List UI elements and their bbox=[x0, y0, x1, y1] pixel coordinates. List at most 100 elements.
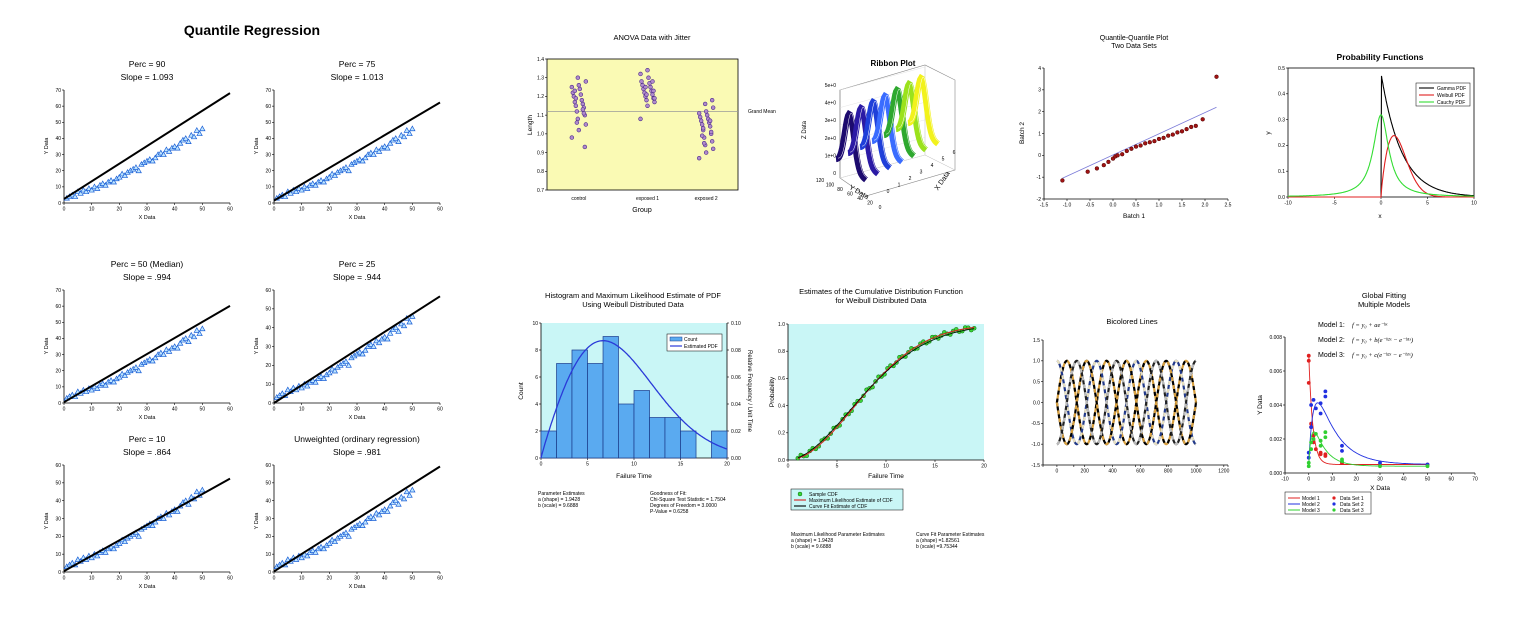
bicolored-line-dash bbox=[1055, 359, 1198, 446]
quantile-data-point bbox=[110, 378, 117, 385]
global-data-point bbox=[1378, 464, 1382, 469]
quantile-data-point bbox=[91, 383, 98, 390]
quantile-panel-title: Perc = 50 (Median) bbox=[111, 259, 184, 269]
prob-x-tick-label: 0 bbox=[1380, 201, 1383, 207]
qq-data-point bbox=[1085, 169, 1090, 174]
anova-data-point bbox=[709, 97, 715, 103]
quantile-data-point bbox=[190, 133, 198, 140]
quantile-panel-y-tick-label: 0 bbox=[58, 201, 61, 207]
quantile-data-point bbox=[132, 164, 140, 170]
hist-note-left: Parameter Estimates bbox=[538, 491, 585, 497]
quantile-panel-y-tick-label: 40 bbox=[265, 498, 271, 504]
quantile-data-point bbox=[409, 486, 416, 493]
quantile-data-point bbox=[149, 522, 156, 528]
global-y-tick-label: 0.008 bbox=[1269, 335, 1282, 341]
bicolored-y-tick-label: -1.5 bbox=[1031, 463, 1040, 469]
quantile-data-point bbox=[152, 154, 159, 161]
quantile-data-point bbox=[295, 185, 303, 191]
quantile-data-point bbox=[398, 493, 405, 500]
quantile-panel-y-tick-label: 50 bbox=[265, 481, 271, 487]
quantile-panel-x-tick-label: 60 bbox=[227, 576, 233, 582]
quantile-data-point bbox=[331, 172, 339, 178]
quantile-data-point bbox=[157, 149, 165, 156]
hist-bar bbox=[649, 417, 666, 459]
cdf-y-label: Probability bbox=[769, 376, 776, 407]
quantile-data-point bbox=[403, 488, 410, 495]
prob-y-tick-label: 0.1 bbox=[1278, 169, 1285, 175]
quantile-panel-y-tick-label: 30 bbox=[265, 344, 271, 350]
hist-y-tick-label: 8 bbox=[535, 348, 538, 354]
global-data-point bbox=[1318, 411, 1323, 416]
ribbon-z-tick-label: 1e+0 bbox=[825, 153, 836, 159]
anova-data-point bbox=[574, 109, 580, 114]
ribbon-y-tick-label: 100 bbox=[826, 183, 835, 189]
quantile-panel-y-tick-label: 60 bbox=[265, 463, 271, 469]
quantile-data-point bbox=[317, 177, 325, 183]
cdf-title: Estimates of the Cumulative Distribution… bbox=[799, 287, 963, 296]
quantile-data-point bbox=[118, 370, 126, 377]
anova-data-point bbox=[644, 97, 649, 103]
quantile-data-point bbox=[118, 170, 126, 177]
quantile-panel-x-tick-label: 10 bbox=[89, 407, 95, 413]
qq-y-tick-label: 4 bbox=[1038, 66, 1041, 72]
quantile-data-point bbox=[331, 538, 339, 545]
quantile-panel-x-tick-label: 20 bbox=[117, 207, 123, 213]
global-data-point bbox=[1311, 437, 1316, 441]
qq-x-label: Batch 1 bbox=[1123, 213, 1145, 220]
qq-data-point bbox=[1138, 143, 1143, 148]
global-x-label: X Data bbox=[1370, 485, 1390, 492]
quantile-panel-x-tick-label: 20 bbox=[327, 207, 333, 213]
anova-data-point bbox=[574, 120, 580, 125]
qq-x-tick-label: 1.5 bbox=[1179, 203, 1186, 209]
qq-x-tick-label: -0.5 bbox=[1086, 203, 1095, 209]
quantile-data-point bbox=[193, 488, 200, 495]
cdf-note-right: a (shape) =1.82561 bbox=[916, 538, 960, 544]
hist-y-label: Count bbox=[518, 382, 525, 400]
quantile-panel-y-tick-label: 40 bbox=[55, 336, 61, 342]
quantile-data-point bbox=[199, 325, 206, 332]
qq-subtitle: Two Data Sets bbox=[1111, 43, 1157, 50]
anova-data-point bbox=[577, 86, 583, 92]
quantile-panel-y-tick-label: 20 bbox=[55, 169, 61, 175]
quantile-data-point bbox=[317, 543, 325, 550]
anova-data-point bbox=[707, 118, 713, 123]
anova-data-point bbox=[573, 96, 579, 101]
anova-data-point bbox=[710, 105, 716, 110]
quantile-data-point bbox=[174, 344, 181, 351]
global-legend-set-label: Data Set 2 bbox=[1340, 502, 1364, 508]
ribbon-y-tick-label: 60 bbox=[847, 192, 853, 198]
quantile-data-point bbox=[149, 157, 156, 164]
qq-data-point bbox=[1060, 178, 1065, 183]
ribbon-x-tick-label: 5 bbox=[942, 157, 945, 163]
global-data-point bbox=[1306, 460, 1311, 465]
quantile-data-point bbox=[199, 125, 206, 132]
quantile-data-point bbox=[326, 173, 333, 180]
quantile-data-point bbox=[182, 135, 189, 141]
qq-y-tick-label: -2 bbox=[1037, 197, 1042, 203]
bicolored-x-tick-label: 1200 bbox=[1218, 469, 1229, 475]
anova-data-point bbox=[646, 75, 651, 80]
quantile-panel-x-tick-label: 20 bbox=[117, 576, 123, 582]
ribbon-band bbox=[895, 79, 928, 153]
quantile-data-point bbox=[165, 148, 173, 154]
qq-data-point bbox=[1152, 138, 1157, 144]
cdf-legend-label: Curve Fit Estimate of CDF bbox=[809, 504, 867, 510]
anova-data-point bbox=[580, 107, 586, 112]
anova-data-point bbox=[639, 79, 644, 84]
prob-y-tick-label: 0.4 bbox=[1278, 92, 1285, 98]
qq-y-tick-label: 1 bbox=[1038, 131, 1041, 137]
quantile-data-point bbox=[387, 502, 394, 509]
quantile-data-point bbox=[160, 151, 167, 157]
ribbon-x-tick-label: 0 bbox=[887, 189, 890, 195]
global-x-tick-label: 10 bbox=[1330, 477, 1336, 483]
prob-series-line bbox=[1288, 135, 1474, 198]
quantile-data-point bbox=[362, 154, 369, 161]
anova-y-tick-label: 0.7 bbox=[537, 188, 544, 194]
global-data-point bbox=[1313, 447, 1318, 452]
bicolored-y-tick-label: -0.5 bbox=[1031, 421, 1040, 427]
quantile-data-point bbox=[370, 343, 377, 349]
global-model-curve bbox=[1308, 431, 1428, 467]
quantile-data-point bbox=[395, 328, 402, 334]
ribbon-grid-line bbox=[839, 66, 926, 91]
hist-y-tick-label: 6 bbox=[535, 375, 538, 381]
